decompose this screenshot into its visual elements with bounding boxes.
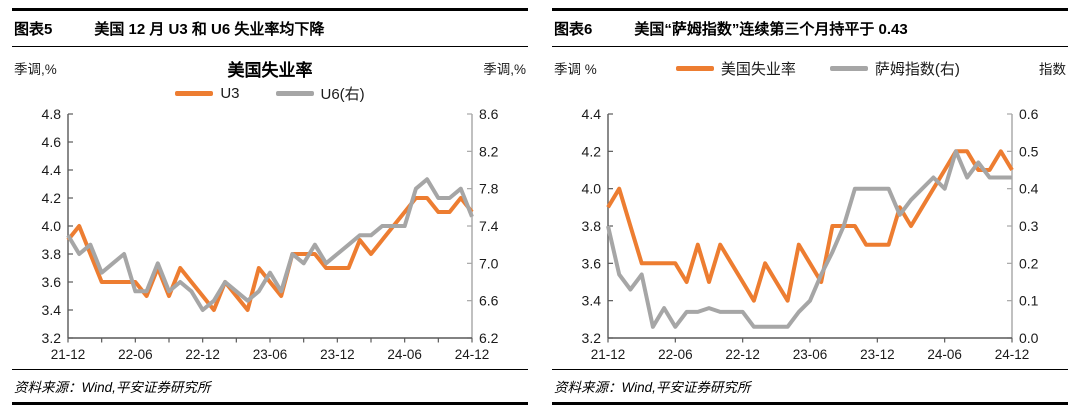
figure6-chart-block: 季调 % 美国失业率 萨姆指数(右) 指数 4.4 4.2 4.0 3.8 3.6 3.4 3…	[552, 47, 1068, 369]
figure-panel-6: 图表6 美国“萨姆指数”连续第三个月持平于 0.43 季调 % 美国失业率 萨姆指…	[540, 8, 1080, 418]
right-y-tick-label: 0.4	[1019, 181, 1039, 197]
figure5-right-axis-unit: 季调,%	[483, 62, 526, 77]
figure5-left-axis-unit: 季调,%	[14, 62, 57, 77]
x-tick-label: 23-12	[320, 347, 355, 362]
x-tick-label: 24-12	[455, 347, 490, 362]
figure6-title: 美国“萨姆指数”连续第三个月持平于 0.43	[634, 21, 908, 38]
legend-item-0: U3	[175, 84, 240, 102]
series-line-1	[606, 149, 1012, 329]
left-y-tick-label: 3.8	[42, 246, 62, 262]
left-y-tick-label: 3.2	[582, 330, 602, 346]
x-tick-label: 22-06	[658, 347, 693, 362]
right-y-tick-label: 0.6	[1019, 106, 1039, 122]
legend-item-1: U6(右)	[275, 83, 365, 104]
figure5-chart-title: 美国失业率	[227, 60, 313, 80]
figure6-axis-units-row: 季调 % 美国失业率 萨姆指数(右) 指数	[552, 56, 1068, 80]
right-y-tick-label: 0.2	[1019, 255, 1039, 271]
legend-swatch	[275, 90, 314, 96]
x-tick-label: 22-06	[118, 347, 153, 362]
x-tick-label: 22-12	[725, 347, 760, 362]
legend-swatch	[829, 65, 868, 71]
figure5-chart-block: 季调,% 美国失业率 季调,% U3 U6(右) 4.8 4.6 4.4 4.2 4.0 3…	[12, 47, 528, 369]
figure5-header: 图表5 美国 12 月 U3 和 U6 失业率均下降	[12, 8, 528, 47]
figure6-header: 图表6 美国“萨姆指数”连续第三个月持平于 0.43	[552, 8, 1068, 47]
right-y-tick-label: 0.0	[1019, 330, 1039, 346]
left-y-tick-label: 4.2	[42, 190, 62, 206]
left-y-tick-label: 3.6	[582, 255, 602, 271]
x-tick-label: 21-12	[591, 347, 626, 362]
right-y-tick-label: 6.2	[479, 330, 499, 346]
legend-item-1: 萨姆指数(右)	[829, 58, 960, 79]
series-line-0	[66, 196, 474, 312]
right-y-tick-label: 0.5	[1019, 143, 1039, 159]
right-y-tick-label: 8.2	[479, 143, 499, 159]
figure5-line-chart: 4.8 4.6 4.4 4.2 4.0 3.8 3.6 3.4 3.2 8.6 8.2 7.8 7.4 7…	[42, 106, 499, 362]
right-y-tick-label: 7.8	[479, 181, 499, 197]
figure5-legend: U3 U6(右)	[12, 80, 528, 106]
left-y-tick-label: 4.4	[582, 106, 602, 122]
right-y-tick-label: 7.0	[479, 255, 499, 271]
right-y-tick-label: 8.6	[479, 106, 499, 122]
legend-label: 萨姆指数(右)	[874, 60, 960, 78]
figure5-label: 图表5	[14, 21, 53, 38]
x-tick-label: 24-06	[927, 347, 962, 362]
legend-label: U3	[220, 84, 240, 102]
legend-label: U6(右)	[320, 85, 365, 103]
legend-swatch	[175, 90, 214, 96]
left-y-tick-label: 4.8	[42, 106, 62, 122]
left-y-tick-label: 3.4	[42, 302, 62, 318]
legend-label: 美国失业率	[720, 60, 796, 78]
right-y-tick-label: 0.3	[1019, 218, 1039, 234]
left-y-tick-label: 3.8	[582, 218, 602, 234]
legend-swatch	[675, 65, 714, 71]
left-y-tick-label: 3.4	[582, 293, 602, 309]
x-tick-label: 24-12	[995, 347, 1030, 362]
figure-panel-5: 图表5 美国 12 月 U3 和 U6 失业率均下降 季调,% 美国失业率 季调…	[0, 8, 540, 418]
left-y-tick-label: 4.0	[42, 218, 62, 234]
spacer	[552, 80, 1068, 106]
figure6-label: 图表6	[554, 21, 593, 38]
series-line-1	[66, 177, 474, 312]
legend-item-0: 美国失业率	[675, 58, 796, 79]
x-tick-label: 22-12	[185, 347, 220, 362]
figure6-left-axis-unit: 季调 %	[554, 62, 597, 77]
right-y-tick-label: 6.6	[479, 293, 499, 309]
x-tick-label: 23-12	[860, 347, 895, 362]
figure5-title: 美国 12 月 U3 和 U6 失业率均下降	[94, 21, 325, 38]
x-tick-label: 24-06	[387, 347, 422, 362]
x-tick-label: 23-06	[253, 347, 288, 362]
figure5-axis-units-row: 季调,% 美国失业率 季调,%	[12, 56, 528, 80]
left-y-tick-label: 3.2	[42, 330, 62, 346]
figure6-line-chart: 4.4 4.2 4.0 3.8 3.6 3.4 3.2 0.6 0.5 0.4 0.3 0.2 0.1 0…	[582, 106, 1039, 362]
figure6-legend: 美国失业率 萨姆指数(右)	[675, 58, 960, 79]
left-y-tick-label: 3.6	[42, 274, 62, 290]
figure5-source: 资料来源：Wind,平安证券研究所	[12, 369, 528, 405]
right-y-tick-label: 0.1	[1019, 293, 1039, 309]
right-y-tick-label: 7.4	[479, 218, 499, 234]
left-y-tick-label: 4.4	[42, 162, 62, 178]
figure6-source: 资料来源：Wind,平安证券研究所	[552, 369, 1068, 405]
x-tick-label: 23-06	[793, 347, 828, 362]
x-tick-label: 21-12	[51, 347, 86, 362]
figure6-right-axis-unit: 指数	[1039, 62, 1066, 77]
left-y-tick-label: 4.2	[582, 143, 602, 159]
left-y-tick-label: 4.6	[42, 134, 62, 150]
left-y-tick-label: 4.0	[582, 181, 602, 197]
series-line-0	[606, 149, 1014, 303]
